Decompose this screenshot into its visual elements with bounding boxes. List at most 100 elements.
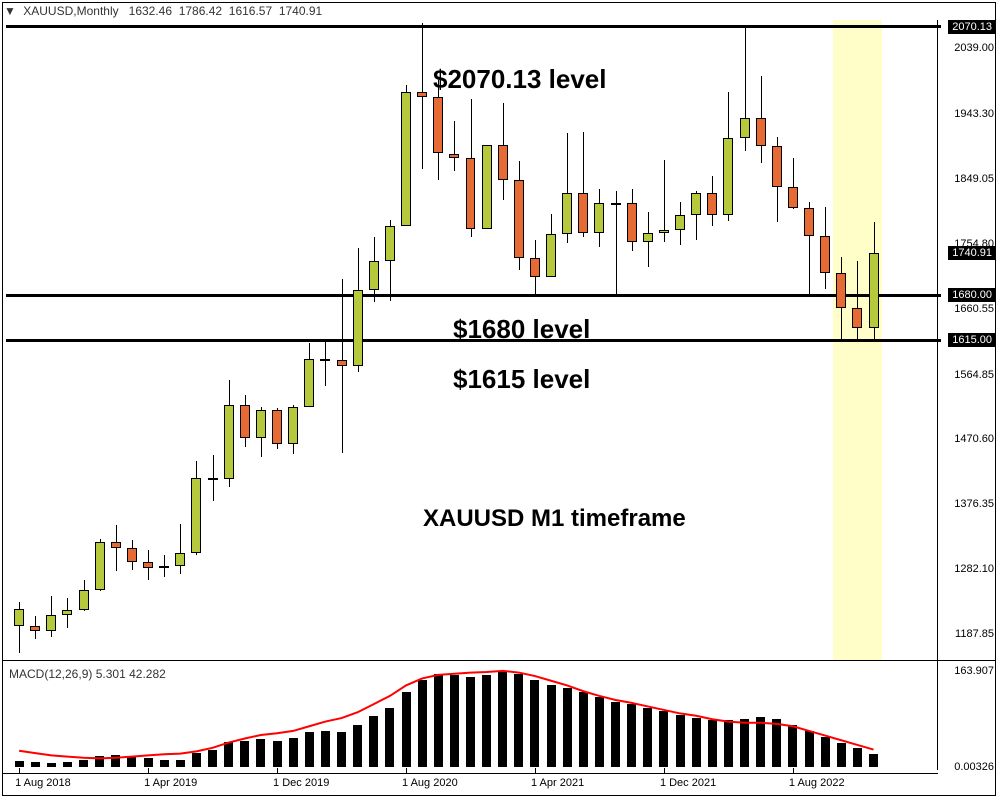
candle-body — [594, 203, 604, 233]
candle-body — [385, 226, 395, 261]
candle-body — [62, 610, 72, 615]
macd-y-axis: 163.907 0.00326 — [938, 665, 996, 770]
annotation: $2070.13 level — [433, 64, 607, 95]
price-plot[interactable]: $2070.13 level$1680 level$1615 levelXAUU… — [3, 20, 938, 660]
candle-body — [320, 359, 330, 361]
macd-panel[interactable]: MACD(12,26,9) 5.301 42.282 — [3, 665, 938, 770]
candle-body — [353, 290, 363, 366]
price-box: 1680.00 — [948, 288, 996, 302]
macd-signal-line — [3, 665, 938, 770]
panel-separator — [3, 660, 996, 661]
candle-body — [159, 566, 169, 568]
candle-body — [433, 97, 443, 153]
x-tick: 1 Apr 2021 — [531, 777, 584, 789]
x-tick: 1 Aug 2022 — [789, 777, 845, 789]
candle-body — [191, 478, 201, 552]
candle-body — [723, 138, 733, 215]
candle-body — [304, 359, 314, 407]
candle-body — [772, 146, 782, 187]
y-axis-line — [937, 20, 938, 770]
y-tick: 1849.05 — [954, 173, 994, 185]
x-tick: 1 Apr 2019 — [144, 777, 197, 789]
candle-wick — [180, 524, 181, 574]
ohlc-h: 1786.42 — [179, 4, 222, 18]
macd-y-tick: 0.00326 — [954, 761, 994, 773]
candle-body — [627, 203, 637, 242]
candle-wick — [616, 191, 617, 294]
candle-body — [707, 193, 717, 215]
candle-body — [127, 548, 137, 562]
x-axis: 1 Aug 2018 1 Apr 2019 1 Dec 2019 1 Aug 2020… — [3, 773, 938, 796]
candle-body — [256, 410, 266, 438]
y-tick: 1470.60 — [954, 433, 994, 445]
candle-body — [546, 234, 556, 277]
candle-body — [466, 158, 476, 228]
candle-body — [514, 180, 524, 258]
y-tick: 1943.30 — [954, 108, 994, 120]
candle-body — [240, 405, 250, 438]
candle-wick — [342, 279, 343, 452]
candle-body — [756, 118, 766, 146]
candle-body — [175, 553, 185, 567]
dropdown-icon[interactable]: ▼ — [4, 4, 16, 18]
y-tick: 1376.35 — [954, 498, 994, 510]
macd-y-tick: 163.907 — [954, 665, 994, 677]
price-box: 2070.13 — [948, 20, 996, 34]
candle-wick — [325, 342, 326, 386]
ohlc-c: 1740.91 — [279, 4, 322, 18]
timeframe-label: Monthly — [77, 4, 119, 18]
candle-body — [804, 208, 814, 236]
candle-body — [675, 215, 685, 230]
y-tick: 1660.55 — [954, 303, 994, 315]
x-tick: 1 Dec 2019 — [273, 777, 329, 789]
candle-body — [788, 187, 798, 208]
ohlc-o: 1632.46 — [129, 4, 172, 18]
candle-body — [30, 626, 40, 632]
candle-body — [643, 233, 653, 242]
candle-body — [836, 273, 846, 308]
symbol-label: XAUUSD — [23, 4, 73, 18]
candle-body — [143, 562, 153, 569]
candle-body — [337, 360, 347, 366]
candle-body — [79, 590, 89, 611]
candle-body — [869, 253, 879, 327]
price-box: 1740.91 — [948, 246, 996, 260]
annotation: $1615 level — [453, 364, 590, 395]
candle-body — [46, 615, 56, 631]
candle-body — [691, 193, 701, 215]
x-tick: 1 Aug 2020 — [402, 777, 458, 789]
candle-body — [659, 230, 669, 233]
candle-body — [369, 261, 379, 291]
y-tick: 1564.85 — [954, 369, 994, 381]
candle-body — [272, 410, 282, 444]
chart-title: ▼ XAUUSD,Monthly 1632.46 1786.42 1616.57… — [4, 4, 322, 18]
candle-body — [530, 258, 540, 277]
h-level — [6, 294, 941, 297]
x-tick: 1 Aug 2018 — [15, 777, 71, 789]
candle-body — [482, 145, 492, 228]
ohlc-l: 1616.57 — [229, 4, 272, 18]
x-tick: 1 Dec 2021 — [660, 777, 716, 789]
candle-wick — [116, 525, 117, 570]
candle-body — [111, 542, 121, 548]
candle-body — [208, 478, 218, 480]
candle-body — [14, 609, 24, 626]
y-tick: 1282.10 — [954, 563, 994, 575]
candle-body — [449, 154, 459, 159]
price-box: 1615.00 — [948, 333, 996, 347]
candle-body — [288, 407, 298, 443]
candle-body — [95, 542, 105, 589]
candle-body — [578, 193, 588, 233]
candle-body — [401, 92, 411, 226]
candle-wick — [454, 121, 455, 171]
candle-body — [820, 236, 830, 273]
h-level — [6, 25, 941, 28]
candle-body — [498, 145, 508, 179]
candle-body — [740, 118, 750, 137]
candle-body — [562, 193, 572, 234]
y-tick: 1187.85 — [955, 628, 994, 640]
candle-body — [417, 92, 427, 98]
annotation: $1680 level — [453, 314, 590, 345]
candle-body — [852, 308, 862, 327]
y-tick: 2039.00 — [954, 42, 994, 54]
